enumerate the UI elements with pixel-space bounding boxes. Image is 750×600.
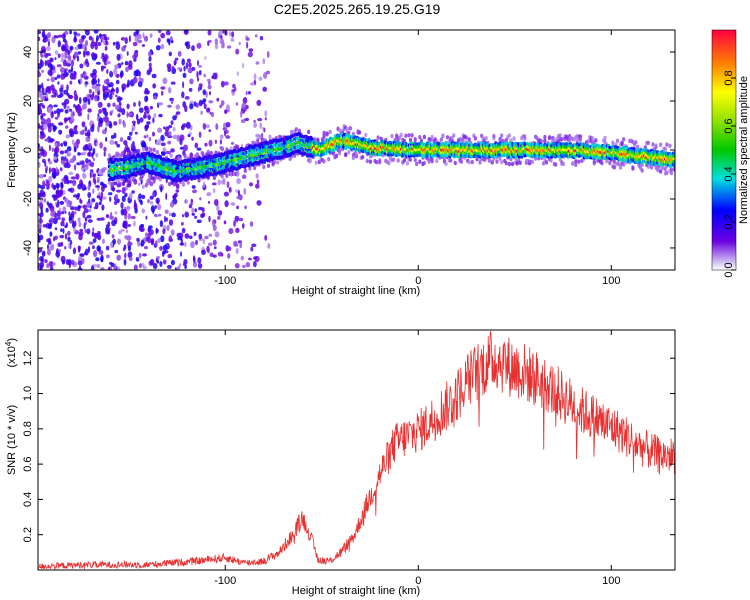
snr-y-tick-label: 0.2 [22, 527, 34, 542]
spectrogram-panel: -100 0 100 -40 -20 0 20 40 Height of straight l… [6, 29, 676, 297]
colorbar-ticks: 0.0 0.2 0.4 0.6 0.8 [723, 70, 736, 278]
spectrogram-ridge [107, 132, 675, 183]
snr-y-tick-label: 1.2 [22, 351, 34, 366]
snr-x-tick-label: 0 [415, 575, 421, 587]
spectrogram-y-tick-label: 40 [22, 46, 34, 58]
spectrogram-x-tick-label: 100 [602, 275, 620, 287]
colorbar-tick-label: 0.8 [723, 70, 735, 85]
colorbar-gradient [711, 29, 737, 271]
snr-series-line [38, 331, 675, 570]
snr-scale-label: (x104) [4, 338, 18, 368]
spectrogram-y-tick-label: 0 [22, 147, 34, 153]
colorbar-tick-label: 0.0 [723, 262, 735, 277]
spectrogram-x-tick-label: 0 [415, 275, 421, 287]
snr-y-tick-label: 0.4 [22, 492, 34, 507]
spectrogram-heatmap [38, 30, 675, 270]
colorbar: 0.0 0.2 0.4 0.6 0.8 Normalized spectral ampl… [711, 29, 750, 278]
snr-y-label: SNR (10 * v/v) [6, 405, 18, 475]
spectrogram-x-label: Height of straight line (km) [292, 285, 420, 297]
snr-plot-area [38, 331, 675, 570]
spectrogram-ticks: -100 0 100 -40 -20 0 20 40 [22, 30, 675, 287]
snr-x-tick-label: 100 [602, 575, 620, 587]
snr-y-tick-label: 0.8 [22, 421, 34, 436]
snr-y-tick-label: 1.0 [22, 386, 34, 401]
spectrogram-y-tick-label: 20 [22, 95, 34, 107]
snr-panel: -100 0 100 0.2 0.4 0.6 0.8 1.0 1.2 Height of str… [4, 329, 676, 597]
snr-scale-exponent: 4 [4, 341, 13, 346]
spectrogram-x-tick-label: -100 [214, 275, 236, 287]
snr-frame [37, 329, 676, 571]
spectrogram-y-tick-label: -20 [22, 191, 34, 207]
snr-scale-prefix: (x10 [6, 346, 18, 367]
colorbar-tick-label: 0.6 [723, 118, 735, 133]
colorbar-tick-label: 0.2 [723, 214, 735, 229]
snr-y-tick-label: 0.6 [22, 456, 34, 471]
colorbar-label: Normalized spectral amplitude [738, 76, 750, 224]
chart-title: C2E5.2025.265.19.25.G19 [274, 1, 441, 17]
snr-ticks: -100 0 100 0.2 0.4 0.6 0.8 1.0 1.2 [22, 330, 675, 587]
spectrogram-y-tick-label: -40 [22, 240, 34, 256]
spectrogram-y-label: Frequency (Hz) [6, 112, 18, 188]
colorbar-tick-label: 0.4 [723, 166, 735, 181]
snr-x-tick-label: -100 [214, 575, 236, 587]
snr-x-label: Height of straight line (km) [292, 585, 420, 597]
snr-scale-suffix: ) [6, 338, 18, 342]
